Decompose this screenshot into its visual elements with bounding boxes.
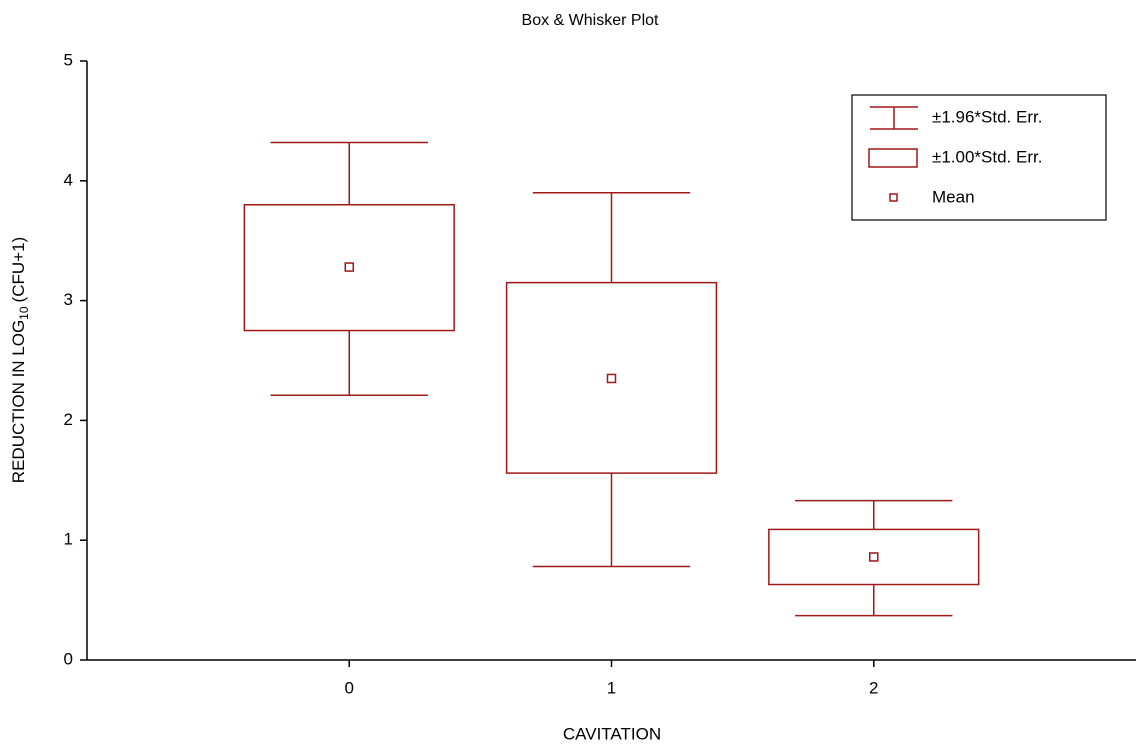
box [768, 528, 980, 586]
x-tick-label: 0 [345, 678, 354, 697]
legend-mean-icon [889, 193, 898, 202]
y-axis-label: REDUCTION IN LOG10 (CFU+1) [9, 237, 31, 483]
mean-marker [869, 552, 879, 562]
x-axis-label: CAVITATION [563, 724, 661, 743]
y-tick-label: 0 [64, 649, 73, 668]
y-tick-label: 3 [64, 290, 73, 309]
y-tick-label: 1 [64, 530, 73, 549]
legend-label: ±1.96*Std. Err. [932, 107, 1042, 126]
y-label-text: REDUCTION IN LOG [9, 320, 28, 483]
y-tick-label: 2 [64, 410, 73, 429]
y-label-suffix: (CFU+1) [9, 237, 28, 303]
legend-box-icon [868, 148, 918, 168]
box [243, 204, 455, 332]
box [505, 281, 718, 474]
y-tick-label: 4 [64, 170, 73, 189]
x-tick-label: 1 [607, 678, 616, 697]
legend-label: Mean [932, 187, 975, 206]
x-tick-label: 2 [869, 678, 878, 697]
legend-label: ±1.00*Std. Err. [932, 147, 1042, 166]
mean-marker [606, 373, 617, 384]
y-label-subscript: 10 [17, 306, 31, 320]
mean-marker [344, 262, 354, 272]
chart-title: Box & Whisker Plot [522, 12, 659, 29]
y-tick-label: 5 [64, 50, 73, 69]
